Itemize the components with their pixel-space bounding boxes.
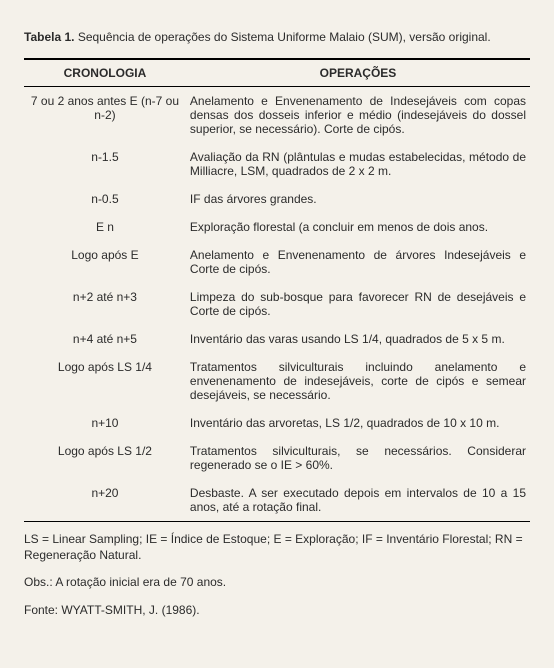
cell-operations: Tratamentos silviculturais incluindo ane…	[186, 353, 530, 409]
table-row: n+2 até n+3 Limpeza do sub-bosque para f…	[24, 283, 530, 325]
col-header-chronology: CRONOLOGIA	[24, 59, 186, 87]
cell-operations: Anelamento e Envenenamento de árvores In…	[186, 241, 530, 283]
cell-chronology: 7 ou 2 anos antes E (n-7 ou n-2)	[24, 87, 186, 144]
caption-label: Tabela 1.	[24, 30, 74, 44]
cell-chronology: E n	[24, 213, 186, 241]
cell-chronology: Logo após LS 1/4	[24, 353, 186, 409]
cell-chronology: n+20	[24, 479, 186, 522]
table-row: Logo após E Anelamento e Envenenamento d…	[24, 241, 530, 283]
cell-operations: Avaliação da RN (plântulas e mudas estab…	[186, 143, 530, 185]
table-row: n+10 Inventário das arvoretas, LS 1/2, q…	[24, 409, 530, 437]
observation-text: Obs.: A rotação inicial era de 70 anos.	[24, 575, 530, 591]
table-row: Logo após LS 1/4 Tratamentos silvicultur…	[24, 353, 530, 409]
cell-operations: Anelamento e Envenenamento de Indesejáve…	[186, 87, 530, 144]
table-row: 7 ou 2 anos antes E (n-7 ou n-2) Anelame…	[24, 87, 530, 144]
operations-table: CRONOLOGIA OPERAÇÕES 7 ou 2 anos antes E…	[24, 58, 530, 522]
caption-text: Sequência de operações do Sistema Unifor…	[78, 30, 491, 44]
cell-operations: Exploração florestal (a concluir em meno…	[186, 213, 530, 241]
table-row: Logo após LS 1/2 Tratamentos silvicultur…	[24, 437, 530, 479]
cell-operations: Limpeza do sub-bosque para favorecer RN …	[186, 283, 530, 325]
cell-chronology: n-1.5	[24, 143, 186, 185]
table-caption: Tabela 1. Sequência de operações do Sist…	[24, 30, 530, 44]
page: Tabela 1. Sequência de operações do Sist…	[0, 0, 554, 668]
table-row: n-1.5 Avaliação da RN (plântulas e mudas…	[24, 143, 530, 185]
cell-chronology: n-0.5	[24, 185, 186, 213]
col-header-operations: OPERAÇÕES	[186, 59, 530, 87]
cell-chronology: Logo após E	[24, 241, 186, 283]
cell-operations: Tratamentos silviculturais, se necessári…	[186, 437, 530, 479]
legend-text: LS = Linear Sampling; IE = Índice de Est…	[24, 532, 530, 563]
cell-operations: Desbaste. A ser executado depois em inte…	[186, 479, 530, 522]
cell-operations: Inventário das arvoretas, LS 1/2, quadra…	[186, 409, 530, 437]
cell-operations: Inventário das varas usando LS 1/4, quad…	[186, 325, 530, 353]
source-text: Fonte: WYATT-SMITH, J. (1986).	[24, 603, 530, 619]
cell-operations: IF das árvores grandes.	[186, 185, 530, 213]
cell-chronology: n+4 até n+5	[24, 325, 186, 353]
cell-chronology: n+2 até n+3	[24, 283, 186, 325]
table-row: E n Exploração florestal (a concluir em …	[24, 213, 530, 241]
table-row: n+4 até n+5 Inventário das varas usando …	[24, 325, 530, 353]
cell-chronology: Logo após LS 1/2	[24, 437, 186, 479]
table-row: n+20 Desbaste. A ser executado depois em…	[24, 479, 530, 522]
table-header-row: CRONOLOGIA OPERAÇÕES	[24, 59, 530, 87]
table-row: n-0.5 IF das árvores grandes.	[24, 185, 530, 213]
cell-chronology: n+10	[24, 409, 186, 437]
